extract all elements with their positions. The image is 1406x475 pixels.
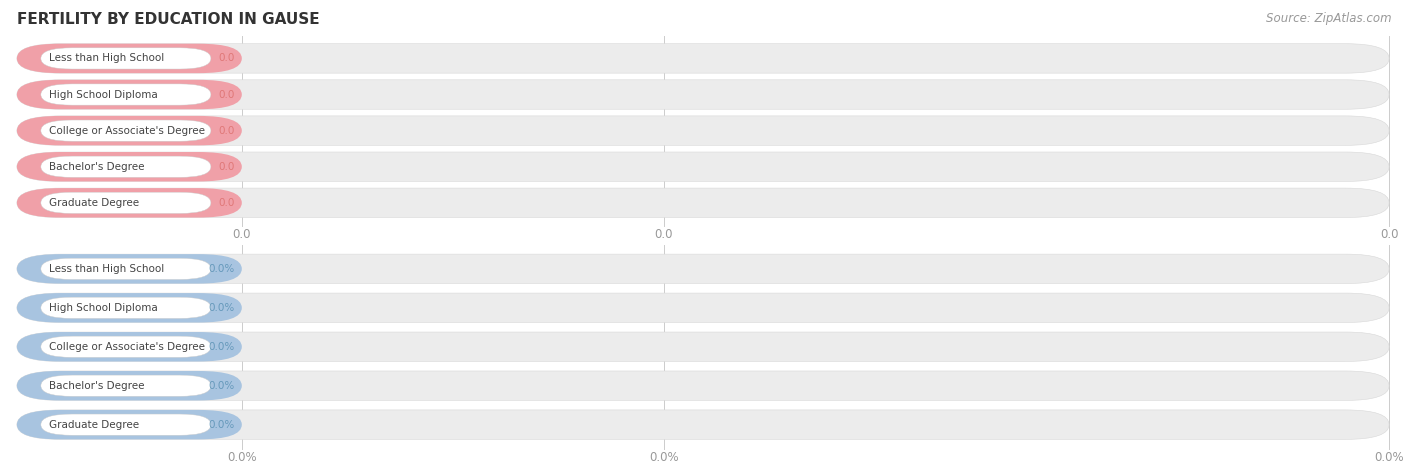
FancyBboxPatch shape — [17, 254, 1389, 284]
FancyBboxPatch shape — [17, 152, 1389, 181]
Text: 0.0: 0.0 — [654, 228, 673, 241]
FancyBboxPatch shape — [41, 48, 211, 69]
FancyBboxPatch shape — [17, 371, 1389, 400]
Text: 0.0: 0.0 — [218, 162, 235, 172]
FancyBboxPatch shape — [41, 414, 211, 435]
Text: High School Diploma: High School Diploma — [49, 89, 157, 100]
FancyBboxPatch shape — [17, 188, 242, 218]
Text: 0.0%: 0.0% — [1374, 451, 1405, 464]
FancyBboxPatch shape — [17, 80, 242, 109]
FancyBboxPatch shape — [17, 332, 242, 361]
Text: Source: ZipAtlas.com: Source: ZipAtlas.com — [1267, 12, 1392, 25]
Text: 0.0: 0.0 — [218, 125, 235, 136]
FancyBboxPatch shape — [17, 410, 1389, 439]
FancyBboxPatch shape — [17, 332, 1389, 361]
FancyBboxPatch shape — [17, 80, 1389, 109]
Text: Graduate Degree: Graduate Degree — [49, 419, 139, 430]
Text: 0.0: 0.0 — [218, 198, 235, 208]
Text: 0.0%: 0.0% — [648, 451, 679, 464]
Text: College or Associate's Degree: College or Associate's Degree — [49, 125, 205, 136]
FancyBboxPatch shape — [17, 371, 242, 400]
FancyBboxPatch shape — [41, 84, 211, 105]
FancyBboxPatch shape — [41, 120, 211, 141]
Text: 0.0%: 0.0% — [208, 342, 235, 352]
FancyBboxPatch shape — [17, 44, 242, 73]
FancyBboxPatch shape — [41, 336, 211, 357]
Text: High School Diploma: High School Diploma — [49, 303, 157, 313]
Text: College or Associate's Degree: College or Associate's Degree — [49, 342, 205, 352]
FancyBboxPatch shape — [17, 293, 242, 323]
Text: Less than High School: Less than High School — [49, 264, 165, 274]
FancyBboxPatch shape — [41, 297, 211, 318]
FancyBboxPatch shape — [17, 254, 242, 284]
Text: 0.0%: 0.0% — [208, 380, 235, 391]
FancyBboxPatch shape — [17, 410, 242, 439]
Text: 0.0%: 0.0% — [208, 419, 235, 430]
FancyBboxPatch shape — [17, 116, 1389, 145]
FancyBboxPatch shape — [17, 188, 1389, 218]
Text: 0.0%: 0.0% — [226, 451, 257, 464]
Text: 0.0%: 0.0% — [208, 303, 235, 313]
Text: FERTILITY BY EDUCATION IN GAUSE: FERTILITY BY EDUCATION IN GAUSE — [17, 12, 319, 27]
Text: Bachelor's Degree: Bachelor's Degree — [49, 162, 145, 172]
FancyBboxPatch shape — [41, 375, 211, 396]
FancyBboxPatch shape — [41, 192, 211, 213]
FancyBboxPatch shape — [41, 156, 211, 177]
FancyBboxPatch shape — [17, 152, 242, 181]
FancyBboxPatch shape — [17, 116, 242, 145]
Text: Less than High School: Less than High School — [49, 53, 165, 64]
Text: 0.0: 0.0 — [232, 228, 252, 241]
FancyBboxPatch shape — [17, 293, 1389, 323]
Text: 0.0: 0.0 — [218, 89, 235, 100]
Text: 0.0%: 0.0% — [208, 264, 235, 274]
FancyBboxPatch shape — [17, 44, 1389, 73]
Text: Bachelor's Degree: Bachelor's Degree — [49, 380, 145, 391]
Text: Graduate Degree: Graduate Degree — [49, 198, 139, 208]
FancyBboxPatch shape — [41, 258, 211, 279]
Text: 0.0: 0.0 — [1379, 228, 1399, 241]
Text: 0.0: 0.0 — [218, 53, 235, 64]
